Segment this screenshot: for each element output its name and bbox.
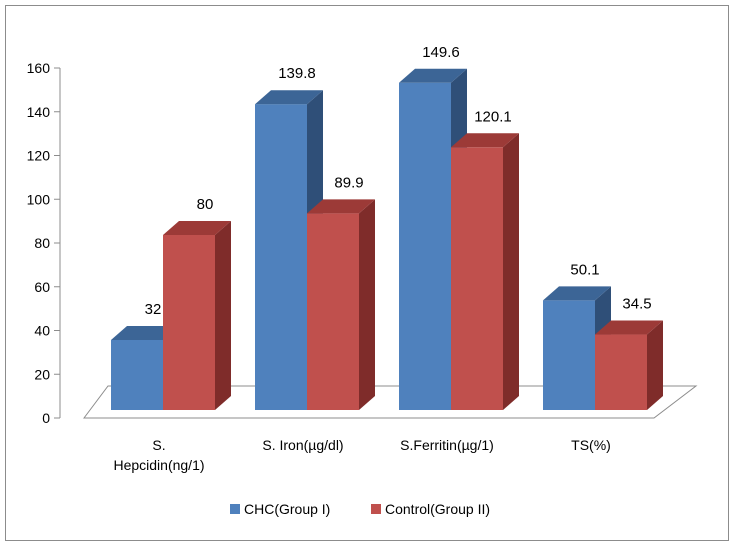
chart-floor [83,385,698,419]
bar-side-s1-1 [359,199,375,410]
bar-s1-0 [163,235,215,410]
y-tick-label: 120 [27,148,51,164]
y-tick-label: 60 [34,279,50,295]
legend-label-s1: Control(Group II) [385,501,490,517]
data-label-s0-1: 139.8 [278,65,316,82]
y-tick-label: 140 [27,104,51,120]
bar-top-s1-2 [451,133,519,148]
bar-side-s1-3 [647,320,663,410]
bar-s0-3 [543,300,595,410]
data-label-s1-3: 34.5 [622,296,651,313]
bar-top-s1-1 [307,199,375,214]
y-tick-label: 100 [27,191,51,207]
x-category-label: S.Ferritin(µg/1) [400,437,494,453]
bar-top-s1-3 [595,320,663,335]
x-category-label: Hepcidin(ng/1) [113,457,204,473]
x-category-label: S. [152,437,165,453]
y-tick-label: 20 [34,366,50,382]
data-label-s0-3: 50.1 [570,261,599,278]
data-label-s1-1: 89.9 [334,174,363,191]
bar-s0-1 [255,104,307,410]
bar-s1-2 [451,147,503,410]
legend-swatch-s1 [371,504,381,514]
data-label-s0-2: 149.6 [422,44,460,61]
bar-s1-1 [307,213,359,410]
y-tick-label: 40 [34,323,50,339]
x-category-label: TS(%) [571,437,611,453]
y-tick-label: 80 [34,235,50,251]
data-label-s1-2: 120.1 [474,108,512,125]
bar-s0-2 [399,82,451,410]
bar-top-s0-0 [111,326,179,340]
bar-side-s1-0 [215,221,231,410]
y-tick-label: 160 [27,60,51,76]
data-label-s1-0: 80 [197,196,214,213]
bar-side-s1-2 [503,133,519,410]
bar-top-s1-0 [163,221,231,235]
bar-top-s0-3 [543,286,611,301]
legend-swatch-s0 [230,504,240,514]
x-category-label: S. Iron(µg/dl) [262,437,343,453]
bar-s1-3 [595,334,647,410]
data-label-s0-0: 32 [145,301,162,318]
bar-s0-0 [111,340,163,410]
legend-label-s0: CHC(Group I) [244,501,330,517]
bar-top-s0-2 [399,68,467,83]
y-tick-label: 0 [42,410,50,426]
bar-top-s0-1 [255,90,323,105]
